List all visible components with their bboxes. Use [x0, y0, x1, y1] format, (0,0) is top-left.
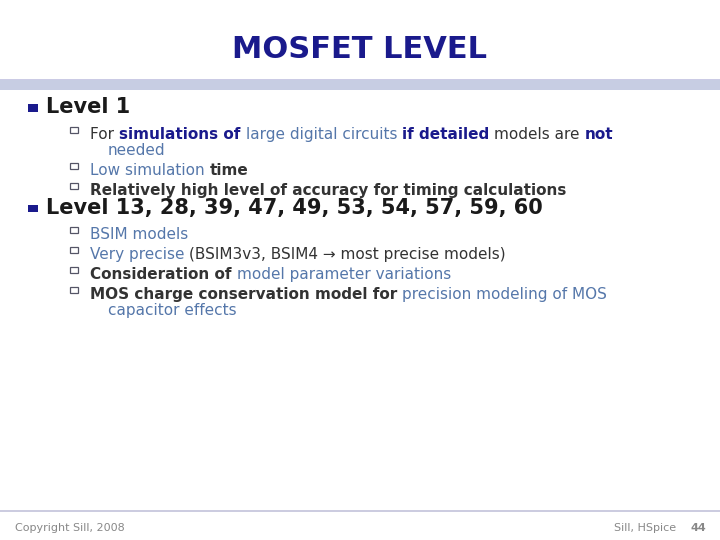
Text: time: time	[210, 163, 248, 178]
Text: Low simulation: Low simulation	[90, 163, 210, 178]
Text: Level 1: Level 1	[46, 97, 130, 117]
Text: Level 13, 28, 39, 47, 49, 53, 54, 57, 59, 60: Level 13, 28, 39, 47, 49, 53, 54, 57, 59…	[46, 198, 543, 218]
Text: 44: 44	[690, 523, 706, 533]
Text: if detailed: if detailed	[402, 127, 495, 141]
Text: model parameter variations: model parameter variations	[237, 267, 451, 282]
Text: Consideration of: Consideration of	[90, 267, 237, 282]
Bar	[28, 205, 38, 212]
Text: Sill, HSpice: Sill, HSpice	[614, 523, 680, 533]
Text: large digital circuits: large digital circuits	[246, 127, 402, 141]
Bar	[70, 247, 78, 253]
Text: models are: models are	[495, 127, 585, 141]
Bar	[0, 510, 720, 512]
Text: (BSIM3v3, BSIM4 → most precise models): (BSIM3v3, BSIM4 → most precise models)	[189, 247, 506, 262]
Text: capacitor effects: capacitor effects	[108, 303, 237, 319]
Text: MOSFET LEVEL: MOSFET LEVEL	[233, 35, 487, 64]
Text: precision modeling of MOS: precision modeling of MOS	[402, 287, 608, 302]
Text: Very precise: Very precise	[90, 247, 189, 262]
Bar	[0, 80, 720, 90]
Text: not: not	[585, 127, 613, 141]
Text: needed: needed	[108, 143, 166, 158]
Text: For: For	[90, 127, 119, 141]
Text: Relatively high level of accuracy for timing calculations: Relatively high level of accuracy for ti…	[90, 183, 567, 198]
Text: simulations of: simulations of	[119, 127, 246, 141]
Bar	[70, 227, 78, 233]
Bar	[70, 127, 78, 133]
Bar	[0, 79, 720, 80]
Bar	[70, 183, 78, 188]
Text: BSIM models: BSIM models	[90, 227, 188, 242]
Text: MOS charge conservation model for: MOS charge conservation model for	[90, 287, 402, 302]
Text: Copyright Sill, 2008: Copyright Sill, 2008	[15, 523, 125, 533]
Bar	[70, 163, 78, 168]
Bar	[70, 267, 78, 273]
Bar	[70, 287, 78, 293]
Bar	[28, 104, 38, 112]
